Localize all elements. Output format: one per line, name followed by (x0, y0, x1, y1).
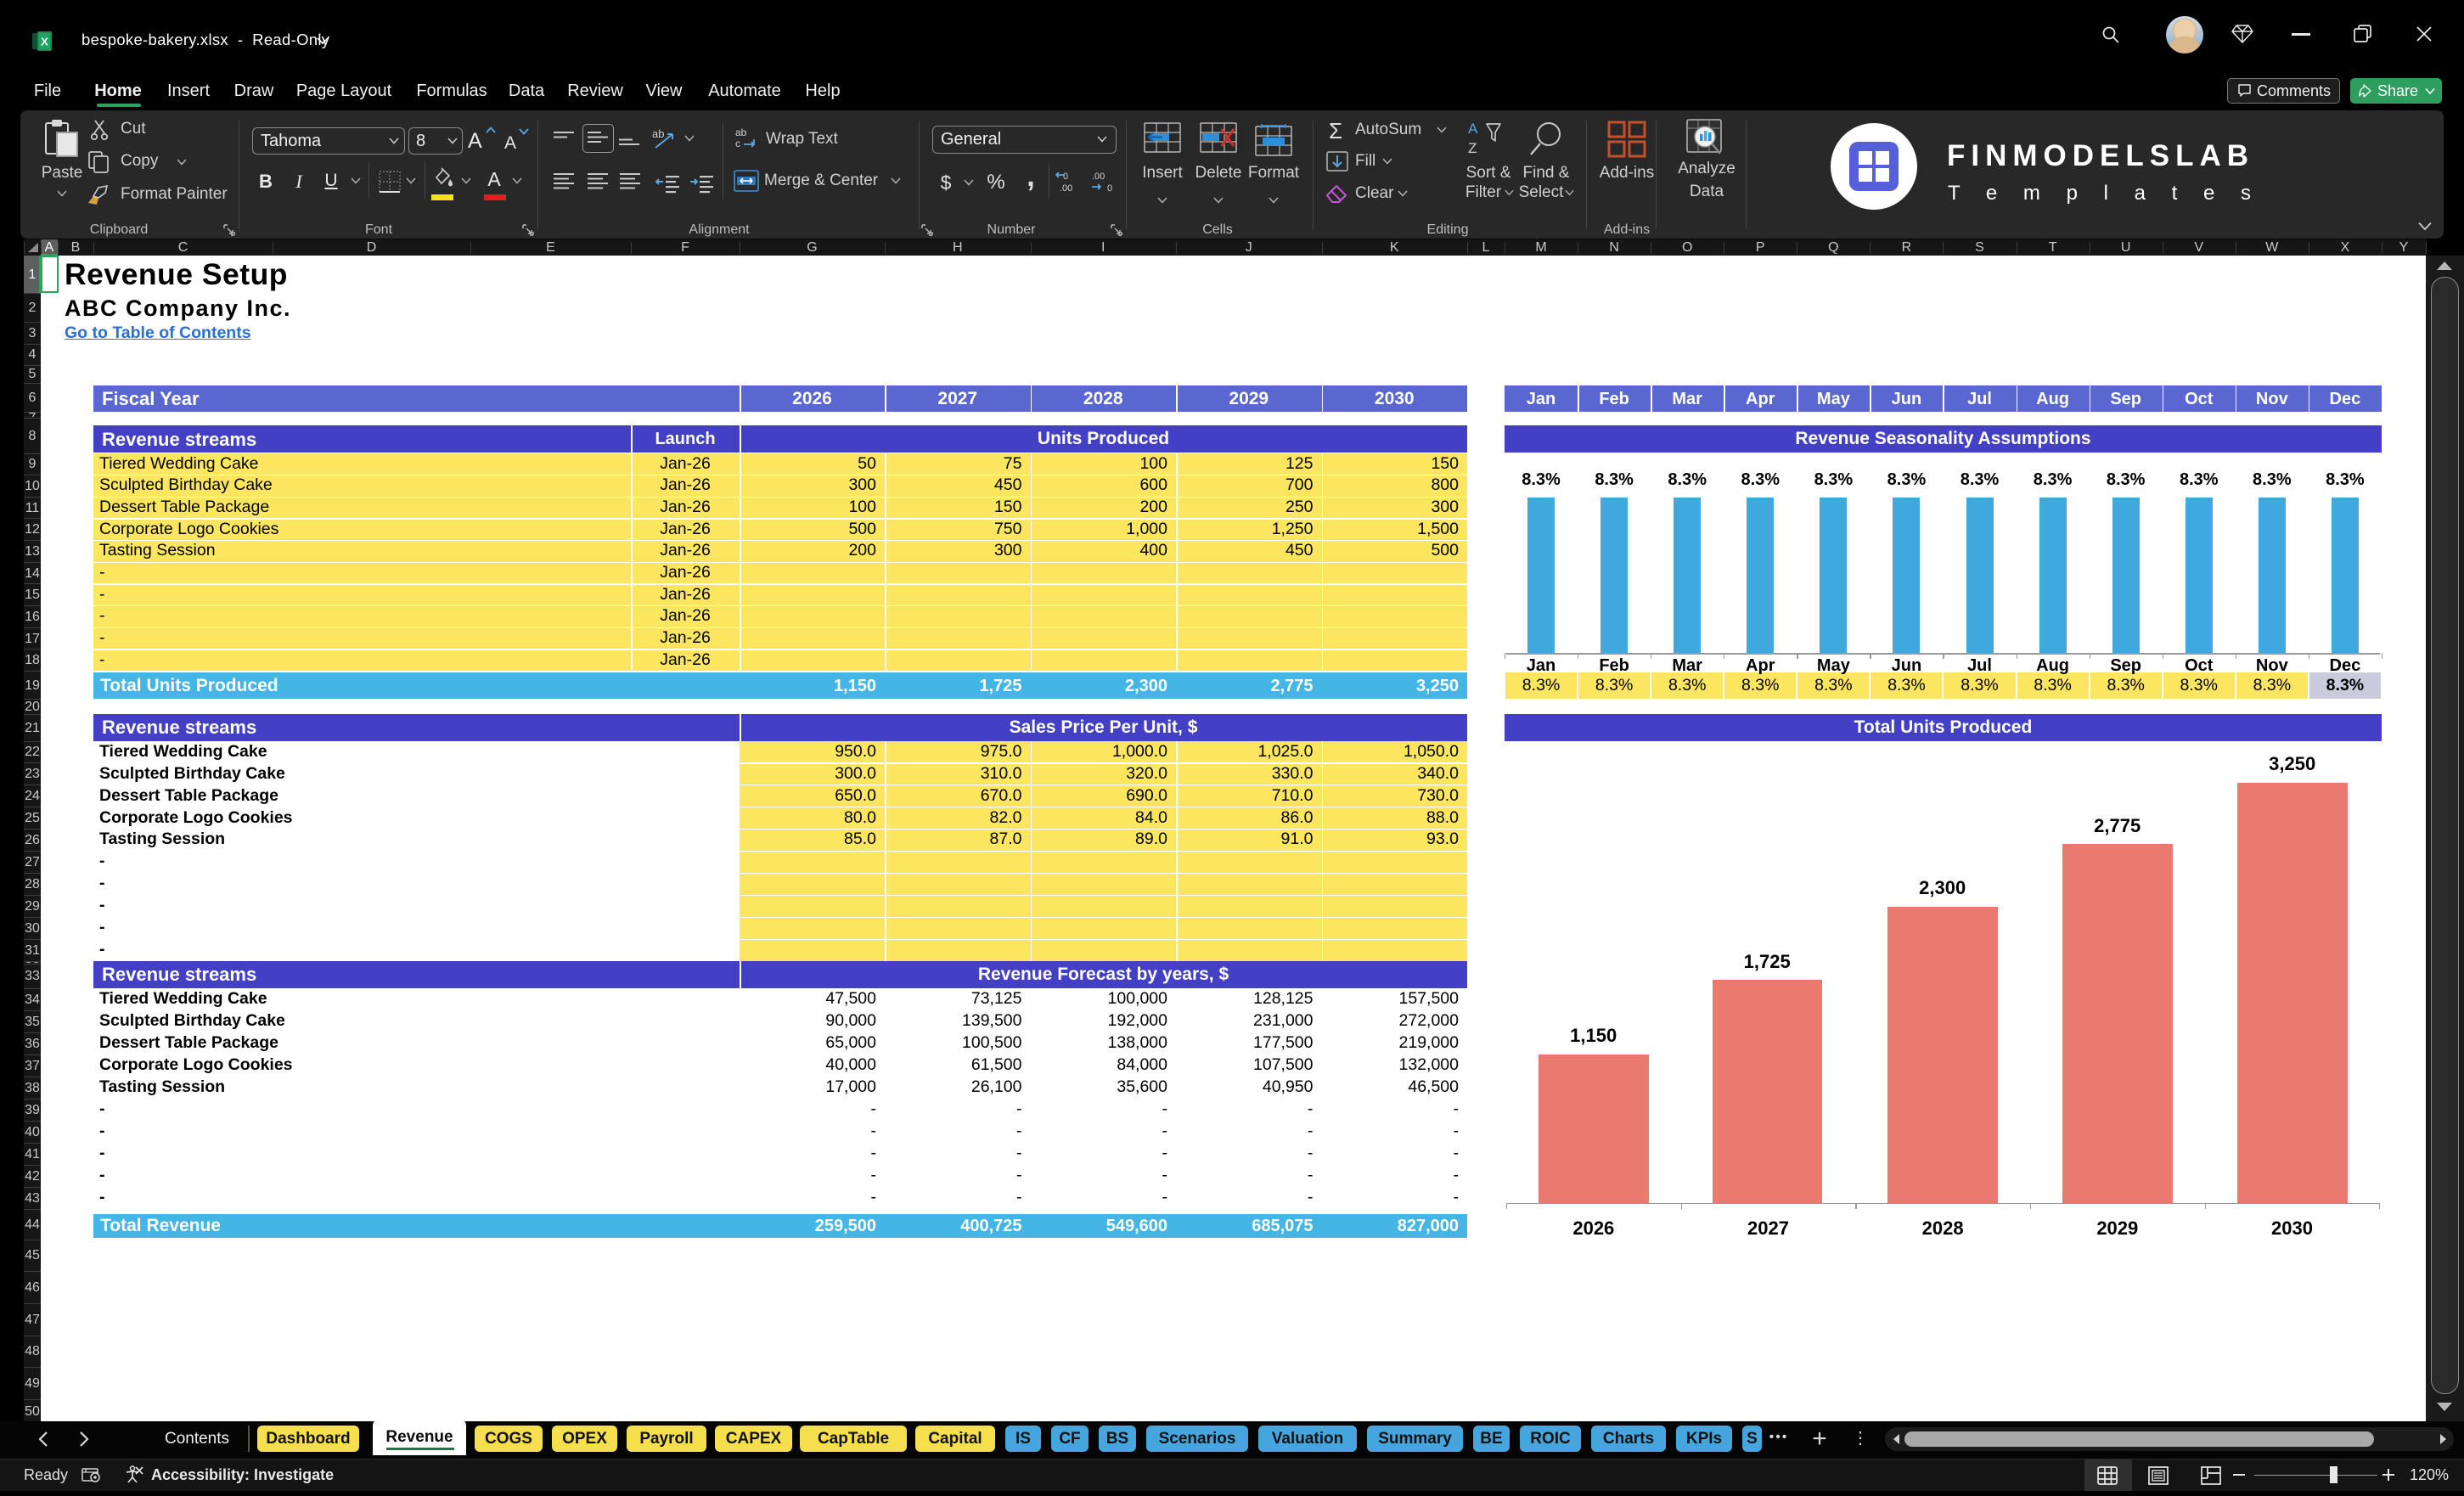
svg-text:Z: Z (1468, 140, 1477, 156)
svg-text:c: c (735, 138, 740, 149)
svg-text:0: 0 (1107, 183, 1112, 194)
svg-text:X: X (41, 36, 48, 48)
svg-text:ab: ab (735, 127, 747, 138)
svg-text:.00: .00 (1060, 183, 1072, 194)
svg-text:ab: ab (652, 127, 664, 140)
svg-text:.00: .00 (1092, 172, 1105, 182)
svg-text:A: A (1468, 121, 1478, 137)
svg-text:0: 0 (1063, 172, 1068, 182)
